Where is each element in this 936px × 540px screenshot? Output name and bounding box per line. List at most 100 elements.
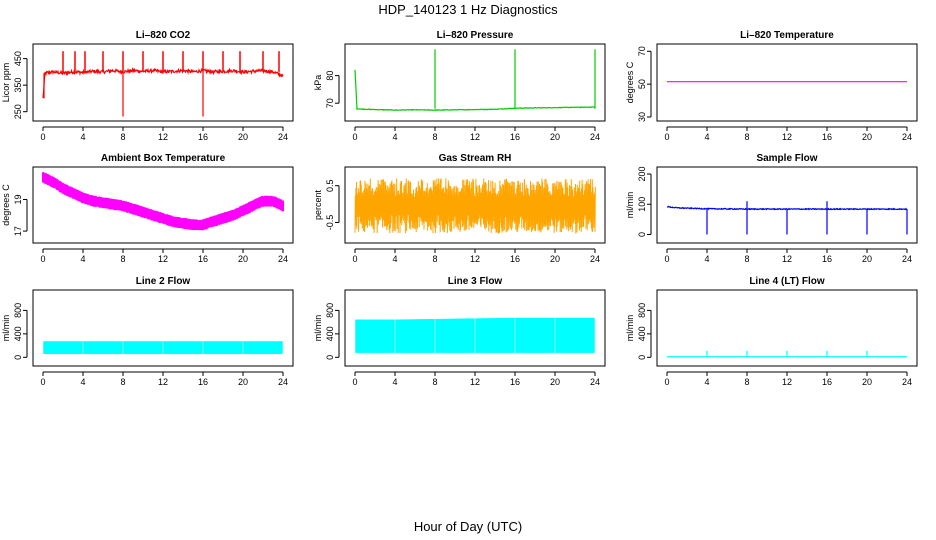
x-tick-label: 16: [510, 377, 520, 387]
panel-8: Line 3 Flow ml/min 0 4 8 12 16 20 24 0 400 800: [313, 276, 606, 387]
x-tick-label: 12: [470, 132, 480, 142]
x-tick-label: 8: [432, 377, 437, 387]
flow-band-segment: [395, 318, 435, 353]
y-axis-label: kPa: [313, 75, 323, 91]
panel-title: Gas Stream RH: [439, 153, 512, 164]
x-tick-label: 16: [198, 377, 208, 387]
y-tick-label: 50: [637, 79, 647, 89]
y-tick-label: 0.5: [325, 179, 335, 192]
flow-band-segment: [83, 341, 123, 355]
y-axis-label: percent: [313, 189, 323, 220]
x-tick-label: 4: [704, 377, 709, 387]
x-tick-label: 12: [782, 254, 792, 264]
flow-band-segment: [355, 319, 395, 353]
flow-band-segment: [123, 341, 163, 355]
x-tick-label: 12: [470, 254, 480, 264]
x-tick-label: 0: [664, 132, 669, 142]
y-axis-label: ml/min: [313, 315, 323, 342]
x-tick-label: 24: [278, 254, 288, 264]
y-tick-label: 70: [325, 98, 335, 108]
y-axis-label: degrees C: [1, 184, 11, 226]
x-tick-label: 12: [782, 132, 792, 142]
x-tick-label: 16: [198, 132, 208, 142]
y-axis-label: ml/min: [1, 315, 11, 342]
figure-title: HDP_140123 1 Hz Diagnostics: [378, 2, 558, 17]
y-tick-label: 350: [13, 78, 23, 93]
x-tick-label: 0: [352, 132, 357, 142]
panel-1: Li–820 CO2 Licor ppm 0 4 8 12 16 20 24 250 350 450: [1, 30, 294, 142]
panel-title: Line 3 Flow: [448, 276, 503, 287]
x-tick-label: 8: [432, 132, 437, 142]
flow-band-segment: [203, 341, 243, 355]
panel-title: Line 4 (LT) Flow: [749, 276, 825, 287]
x-tick-label: 24: [590, 132, 600, 142]
x-tick-label: 20: [862, 377, 872, 387]
x-tick-label: 12: [158, 377, 168, 387]
flow-band-segment: [475, 317, 515, 353]
y-axis-label: ml/min: [625, 315, 635, 342]
x-tick-label: 8: [432, 254, 437, 264]
series-line: [42, 172, 284, 231]
y-tick-label: 0: [637, 355, 647, 360]
x-tick-label: 20: [238, 254, 248, 264]
x-tick-label: 24: [590, 377, 600, 387]
x-tick-label: 4: [392, 377, 397, 387]
flow-band-segment: [515, 317, 555, 353]
x-tick-label: 24: [902, 377, 912, 387]
x-tick-label: 4: [80, 377, 85, 387]
x-tick-label: 12: [158, 132, 168, 142]
x-tick-label: 8: [120, 254, 125, 264]
y-tick-label: 400: [325, 326, 335, 341]
plot-frame: [656, 289, 918, 367]
x-tick-label: 12: [782, 377, 792, 387]
plot-frame: [656, 166, 918, 244]
y-tick-label: 70: [637, 46, 647, 56]
y-tick-label: 0: [637, 232, 647, 237]
x-tick-label: 0: [352, 254, 357, 264]
x-tick-label: 4: [80, 254, 85, 264]
x-tick-label: 20: [550, 377, 560, 387]
panel-9: Line 4 (LT) Flow ml/min 0 4 8 12 16 20 24 0 400 800: [625, 276, 918, 387]
x-tick-label: 20: [862, 132, 872, 142]
panel-3: Li–820 Temperature degrees C 0 4 8 12 16 20 24 30…: [625, 30, 918, 142]
y-tick-label: 17: [13, 226, 23, 236]
panel-title: Li–820 Pressure: [437, 30, 514, 41]
flow-band-segment: [163, 341, 203, 355]
x-tick-label: 16: [198, 254, 208, 264]
y-tick-label: 250: [13, 104, 23, 119]
series-line: [354, 69, 596, 112]
y-tick-label: 400: [637, 326, 647, 341]
x-tick-label: 24: [278, 377, 288, 387]
plot-frame: [344, 43, 606, 122]
panel-title: Li–820 Temperature: [740, 30, 834, 41]
x-tick-label: 12: [470, 377, 480, 387]
plot-frame: [344, 166, 606, 244]
flow-band-segment: [435, 318, 475, 353]
panel-2: Li–820 Pressure kPa 0 4 8 12 16 20 24 70 80: [313, 30, 606, 142]
series-line: [42, 67, 284, 98]
y-axis-label: Licor ppm: [1, 63, 11, 103]
x-tick-label: 24: [590, 254, 600, 264]
flow-band-segment: [555, 317, 595, 353]
y-tick-label: 100: [637, 197, 647, 212]
y-tick-label: 0: [325, 355, 335, 360]
x-tick-label: 24: [902, 254, 912, 264]
panel-5: Gas Stream RH percent 0 4 8 12 16 20 24 -0.5 0.5: [313, 153, 606, 264]
series-line: [666, 205, 908, 211]
plot-frame: [32, 166, 294, 244]
flow-band-segment: [243, 341, 283, 355]
x-tick-label: 8: [744, 377, 749, 387]
x-tick-label: 4: [704, 254, 709, 264]
panel-7: Line 2 Flow ml/min 0 4 8 12 16 20 24 0 400 800: [1, 276, 294, 387]
rh-series-line: [354, 178, 596, 234]
x-axis-label: Hour of Day (UTC): [414, 519, 522, 534]
panel-4: Ambient Box Temperature degrees C 0 4 8 12 16 2…: [1, 153, 294, 264]
x-tick-label: 8: [744, 254, 749, 264]
flow-band-segment: [43, 341, 83, 355]
y-tick-label: 19: [13, 194, 23, 204]
y-tick-label: -0.5: [325, 215, 335, 231]
y-tick-label: 400: [13, 326, 23, 341]
panel-title: Line 2 Flow: [136, 276, 191, 287]
